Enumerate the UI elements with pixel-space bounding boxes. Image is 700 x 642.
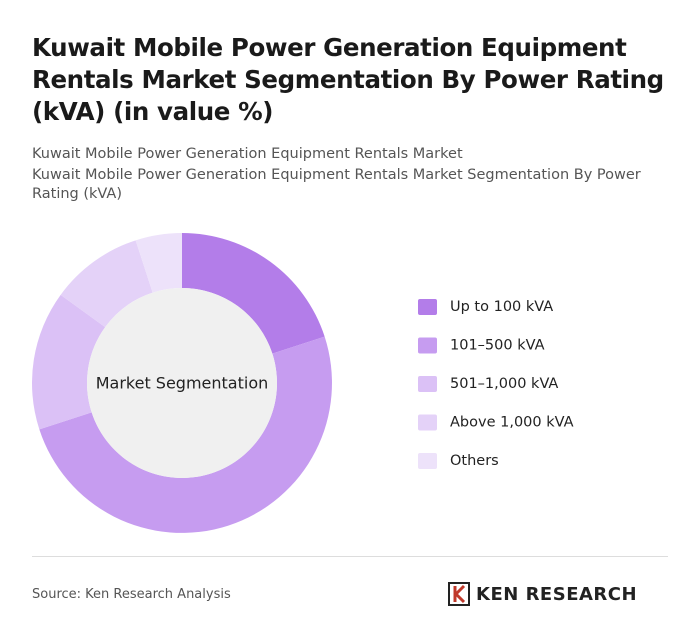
legend-label: 501–1,000 kVA [450,376,558,392]
brand-logo [448,582,470,606]
donut-hole [87,288,277,478]
donut-segment [135,233,182,293]
donut-segment [60,240,153,328]
legend-swatch [418,376,437,392]
donut-segment [39,336,332,533]
legend-swatch [418,337,437,354]
legend-swatch [418,299,437,315]
brand-name: KEN RESEARCH [476,583,638,605]
legend-swatch [418,414,437,431]
legend-label: Others [450,453,499,469]
legend-swatch [418,453,437,469]
legend-label: 101–500 kVA [450,338,545,354]
donut-segment [182,233,325,354]
donut-segment [32,294,106,430]
brand: KEN RESEARCH [448,582,637,606]
subtitle: Kuwait Mobile Power Generation Equipment… [32,167,641,202]
legend-label: Above 1,000 kVA [450,415,574,431]
chart: Market Segmentation Up to 100 kVA 101–500… [32,233,574,533]
subtitle: Kuwait Mobile Power Generation Equipment… [32,146,463,162]
center-label: Market Segmentation [96,374,269,393]
legend-label: Up to 100 kVA [450,299,553,315]
chart-title: Kuwait Mobile Power Generation Equipment… [32,33,664,126]
divider [32,556,668,557]
source: Source: Ken Research Analysis [32,587,231,602]
